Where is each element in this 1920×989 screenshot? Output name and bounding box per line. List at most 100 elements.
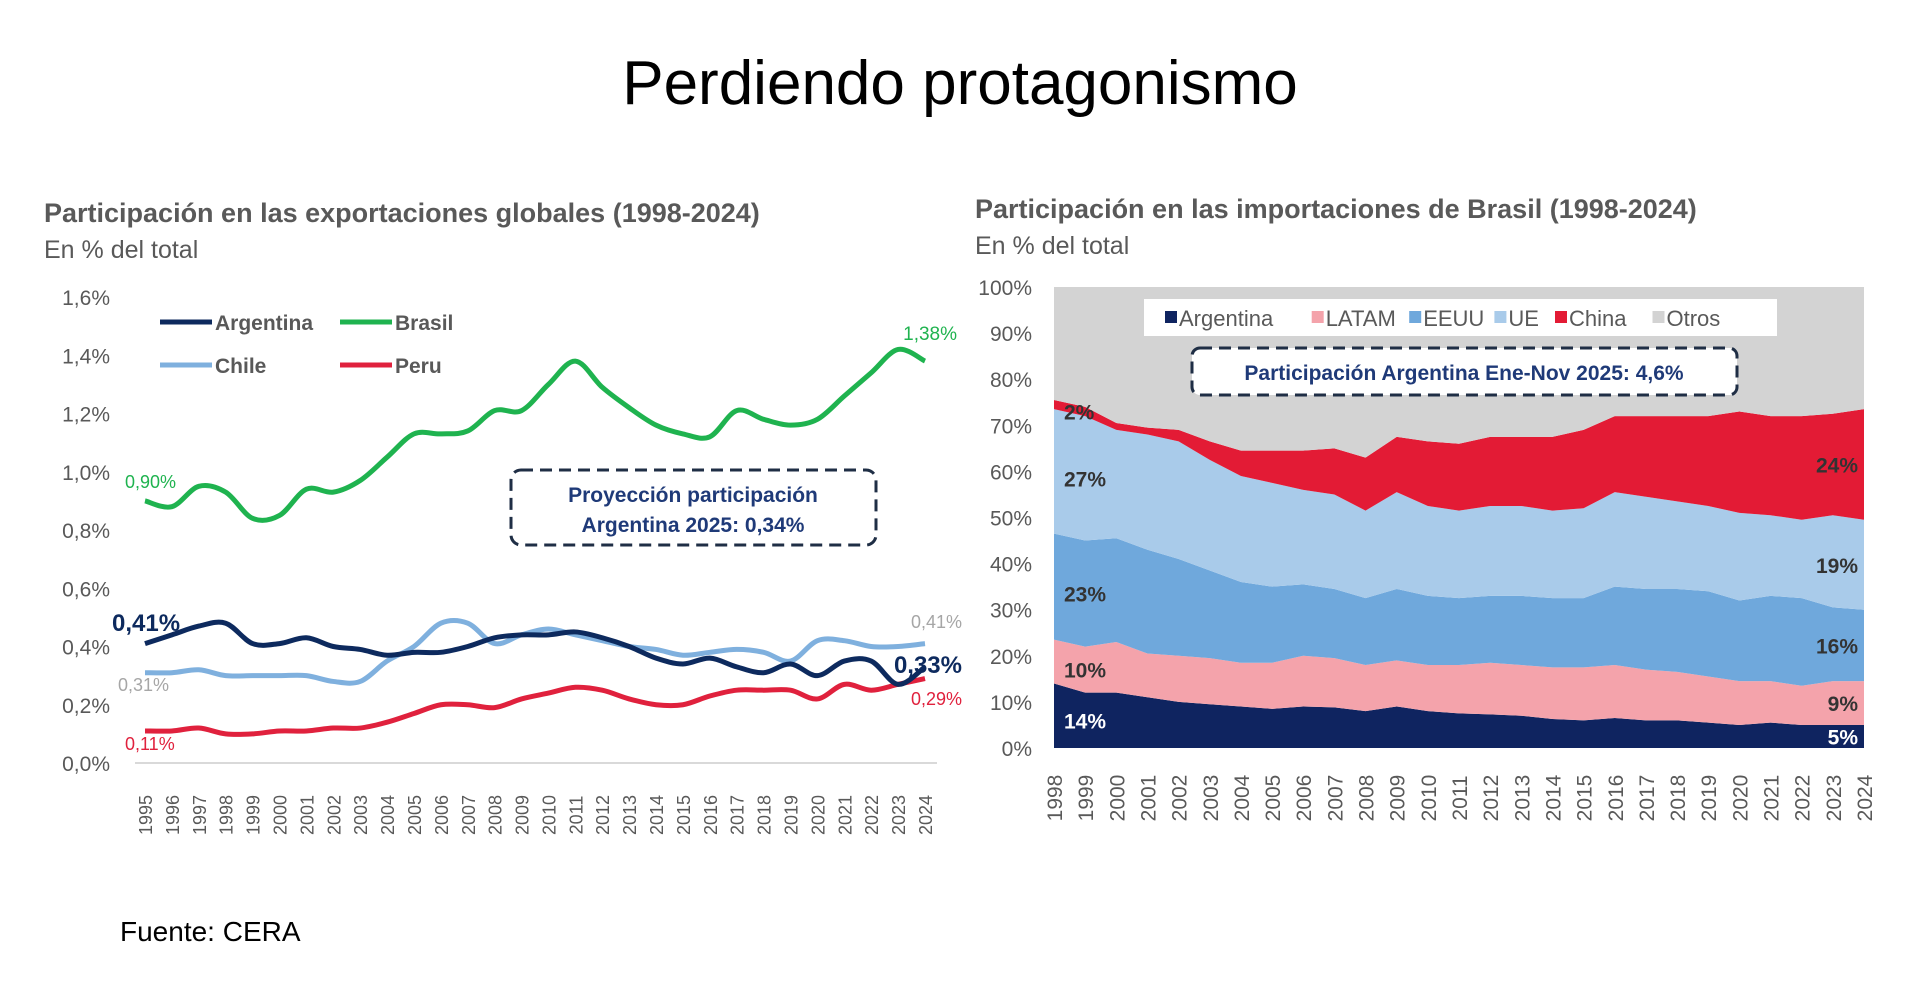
- x-tick-label: 1996: [163, 795, 183, 835]
- x-tick-label: 2008: [1356, 775, 1379, 822]
- y-tick-label: 0,8%: [62, 520, 110, 543]
- data-label: 14%: [1064, 710, 1106, 733]
- series-line-argentina: [144, 619, 927, 687]
- y-tick-label: 40%: [990, 554, 1032, 577]
- legend-swatch-otros: [1652, 311, 1665, 323]
- x-tick-label: 2023: [889, 795, 909, 835]
- y-tick-label: 0,2%: [62, 695, 110, 718]
- x-tick-label: 2009: [513, 795, 533, 835]
- area-argentina: [1054, 683, 1864, 748]
- series-line-peru: [144, 676, 926, 737]
- x-tick-label: 2011: [1449, 775, 1472, 820]
- x-tick-label: 2006: [1293, 775, 1316, 822]
- y-tick-label: 70%: [990, 415, 1032, 438]
- y-tick-label: 50%: [990, 508, 1032, 531]
- x-tick-label: 2004: [1231, 774, 1254, 821]
- x-tick-label: 2024: [1854, 774, 1877, 821]
- legend-label-latam: LATAM: [1326, 306, 1396, 331]
- x-tick-label: 2020: [808, 795, 828, 835]
- x-tick-label: 1999: [244, 795, 264, 835]
- x-tick-label: 2009: [1387, 775, 1410, 822]
- data-label: 2%: [1064, 401, 1095, 424]
- left-chart-title: Participación en las exportaciones globa…: [44, 198, 760, 228]
- x-tick-label: 2018: [755, 795, 775, 835]
- data-label: 1,38%: [903, 324, 957, 345]
- series-line-chile: [144, 617, 926, 686]
- x-tick-label: 2015: [1574, 775, 1597, 822]
- x-tick-label: 1999: [1075, 775, 1098, 822]
- data-label: 0,29%: [911, 689, 962, 709]
- x-tick-label: 2002: [1169, 775, 1192, 822]
- annotation-text: Participación Argentina Ene-Nov 2025: 4,…: [1244, 362, 1684, 385]
- data-label: 23%: [1064, 584, 1106, 607]
- right-chart-subtitle: En % del total: [975, 232, 1130, 260]
- x-tick-label: 2001: [297, 795, 317, 835]
- area-eeuu: [1054, 533, 1864, 686]
- x-tick-label: 1995: [136, 795, 156, 835]
- right-chart-title: Participación en las importaciones de Br…: [975, 194, 1697, 224]
- x-tick-label: 2024: [916, 795, 936, 835]
- x-tick-label: 2014: [1542, 774, 1565, 821]
- data-label: 0,11%: [125, 734, 175, 754]
- x-tick-label: 2022: [1792, 775, 1815, 822]
- y-tick-label: 0,0%: [62, 753, 110, 776]
- series-line-brasil: [144, 346, 927, 523]
- data-label: 0,31%: [118, 675, 169, 695]
- x-tick-label: 2017: [1636, 775, 1659, 822]
- page-title: Perdiendo protagonismo: [622, 49, 1298, 118]
- annotation-text: Argentina 2025: 0,34%: [582, 514, 805, 537]
- x-tick-label: 2010: [1418, 775, 1441, 822]
- x-tick-label: 2016: [701, 795, 721, 835]
- y-tick-label: 90%: [990, 323, 1032, 346]
- y-tick-label: 100%: [978, 277, 1032, 300]
- x-tick-label: 2001: [1137, 775, 1160, 822]
- x-tick-label: 2019: [782, 795, 802, 835]
- legend-label-ue: UE: [1508, 306, 1539, 331]
- x-tick-label: 2002: [324, 795, 344, 835]
- x-tick-label: 2013: [620, 795, 640, 835]
- x-tick-label: 2000: [270, 795, 290, 835]
- y-tick-label: 20%: [990, 646, 1032, 669]
- data-label: 10%: [1064, 660, 1106, 683]
- data-label: 19%: [1816, 555, 1858, 578]
- x-tick-label: 2021: [835, 795, 855, 835]
- legend-label-eeuu: EEUU: [1423, 306, 1484, 331]
- x-tick-label: 2007: [459, 795, 479, 835]
- data-label: 0,41%: [911, 612, 962, 632]
- x-tick-label: 2007: [1324, 775, 1347, 822]
- x-tick-label: 2014: [647, 795, 667, 835]
- legend-label-argentina: Argentina: [215, 312, 313, 335]
- data-label: 0,90%: [125, 472, 176, 492]
- annotation-box: [509, 468, 878, 547]
- x-tick-label: 1998: [217, 795, 237, 835]
- data-label: 16%: [1816, 635, 1858, 658]
- data-label: 0,41%: [112, 610, 180, 637]
- y-tick-label: 80%: [990, 369, 1032, 392]
- y-tick-label: 1,4%: [62, 345, 110, 368]
- legend-swatch-china: [1555, 311, 1567, 323]
- area-latam: [1054, 639, 1864, 725]
- legend-swatch-eeuu: [1409, 311, 1422, 323]
- x-tick-label: 2011: [566, 796, 586, 835]
- x-tick-label: 2005: [1262, 775, 1285, 822]
- y-tick-label: 10%: [990, 692, 1032, 715]
- x-tick-label: 1997: [190, 795, 210, 835]
- data-label: 5%: [1828, 726, 1859, 749]
- x-tick-label: 2012: [593, 795, 613, 835]
- y-tick-label: 1,0%: [62, 462, 110, 485]
- x-tick-label: 2000: [1106, 775, 1129, 822]
- x-tick-label: 2023: [1823, 775, 1846, 822]
- x-tick-label: 2020: [1729, 775, 1752, 822]
- x-tick-label: 2012: [1480, 775, 1503, 822]
- y-tick-label: 60%: [990, 461, 1032, 484]
- legend-box: [1144, 299, 1777, 336]
- x-tick-label: 2021: [1761, 775, 1784, 822]
- data-label: 27%: [1064, 468, 1106, 491]
- legend-swatch-ue: [1494, 311, 1507, 323]
- x-tick-label: 2016: [1605, 775, 1628, 822]
- left-chart-subtitle: En % del total: [44, 236, 199, 264]
- x-tick-label: 2008: [486, 795, 506, 835]
- x-tick-label: 2019: [1698, 775, 1721, 822]
- legend-label-argentina: Argentina: [1179, 306, 1274, 331]
